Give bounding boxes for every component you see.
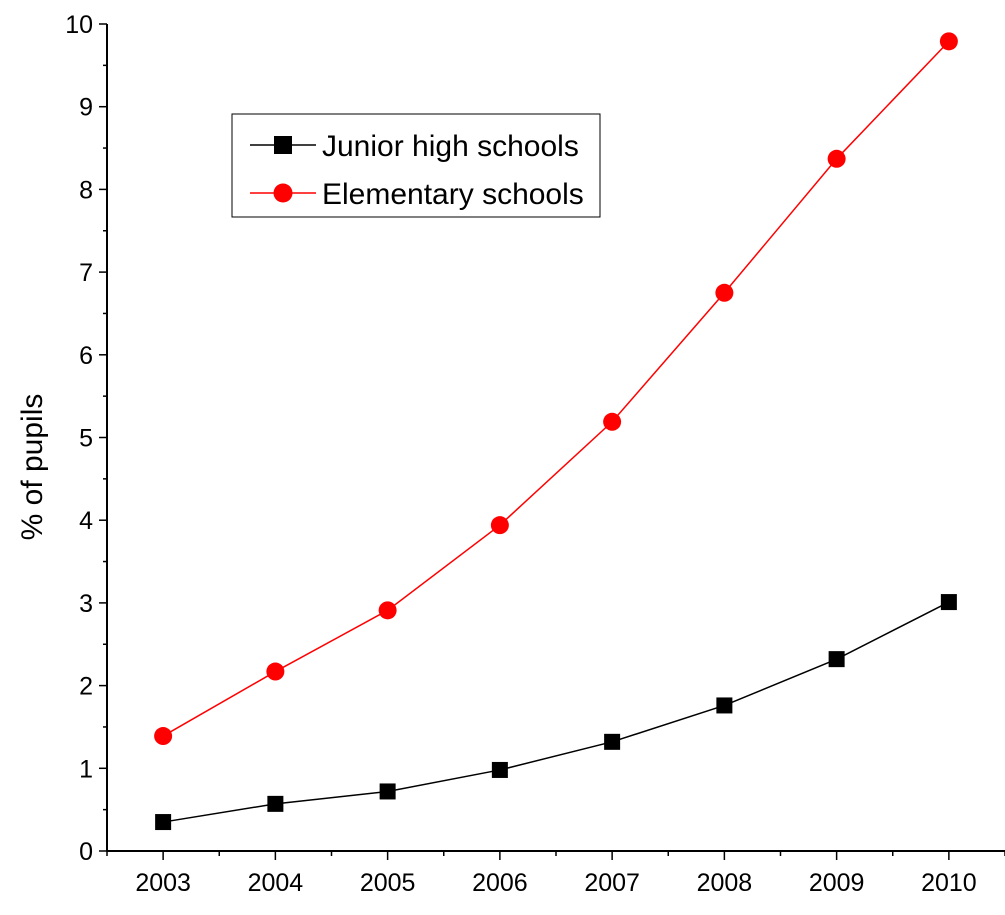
y-tick-label: 2 (79, 673, 93, 701)
y-tick-label: 7 (79, 259, 93, 287)
y-axis-ticks: 0 1 2 3 4 5 6 7 8 9 10 (65, 11, 107, 866)
data-point-circle (266, 662, 285, 681)
x-tick-label: 2010 (921, 869, 977, 897)
y-tick-label: 4 (79, 507, 93, 535)
legend-marker-circle (273, 183, 293, 203)
legend-marker-square (274, 136, 292, 154)
y-tick-label: 3 (79, 590, 93, 618)
x-tick-label: 2009 (809, 869, 865, 897)
x-tick-label: 2005 (360, 869, 416, 897)
y-tick-label: 6 (79, 342, 93, 370)
y-tick-label: 0 (79, 838, 93, 866)
series-1 (154, 32, 958, 746)
y-tick-label: 5 (79, 425, 93, 453)
data-point-square (828, 651, 845, 668)
x-tick-label: 2003 (135, 869, 191, 897)
x-tick-label: 2006 (472, 869, 528, 897)
x-tick-label: 2004 (248, 869, 304, 897)
data-point-circle (939, 32, 958, 51)
data-point-square (267, 795, 284, 812)
y-tick-label: 1 (79, 755, 93, 783)
legend-label-elementary: Elementary schools (322, 178, 584, 211)
data-point-square (379, 783, 396, 800)
x-tick-label: 2007 (584, 869, 640, 897)
x-tick-label: 2008 (697, 869, 753, 897)
y-tick-label: 9 (79, 94, 93, 122)
series-layer (154, 32, 958, 831)
data-point-circle (490, 516, 509, 535)
data-point-square (491, 761, 508, 778)
legend-label-junior: Junior high schools (322, 130, 579, 163)
series-line (162, 40, 950, 737)
y-tick-label: 8 (79, 176, 93, 204)
data-point-square (940, 594, 957, 611)
data-point-circle (715, 283, 734, 302)
data-point-circle (154, 727, 173, 746)
data-point-square (604, 733, 621, 750)
series-line (163, 601, 950, 823)
legend: Junior high schools Elementary schools (231, 113, 601, 218)
data-point-circle (603, 412, 622, 431)
y-axis-title: % of pupils (16, 394, 49, 541)
data-point-square (155, 814, 172, 831)
data-point-square (716, 697, 733, 714)
data-point-circle (827, 149, 846, 168)
data-point-circle (378, 601, 397, 620)
series-0 (155, 594, 957, 831)
x-axis-ticks: 2003 2004 2005 2006 2007 2008 2009 2010 (106, 851, 1005, 897)
legend-box (231, 113, 601, 218)
y-tick-label: 10 (65, 11, 93, 39)
